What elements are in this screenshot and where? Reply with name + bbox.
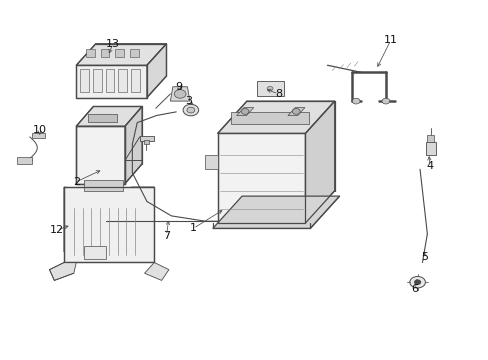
Circle shape bbox=[186, 107, 194, 113]
Polygon shape bbox=[212, 196, 339, 228]
Circle shape bbox=[381, 98, 389, 104]
Polygon shape bbox=[125, 107, 142, 184]
Text: 12: 12 bbox=[50, 225, 64, 235]
Bar bbox=[143, 140, 149, 144]
Text: 11: 11 bbox=[383, 35, 397, 45]
Circle shape bbox=[292, 109, 300, 114]
Text: 3: 3 bbox=[184, 96, 191, 106]
Polygon shape bbox=[236, 108, 253, 116]
Polygon shape bbox=[76, 107, 142, 126]
Bar bbox=[88, 114, 117, 122]
Bar bbox=[93, 69, 102, 92]
Text: 6: 6 bbox=[411, 284, 418, 294]
Bar bbox=[140, 136, 154, 140]
Bar bbox=[80, 69, 89, 92]
Polygon shape bbox=[64, 187, 154, 252]
Bar bbox=[17, 157, 32, 164]
Text: 2: 2 bbox=[73, 177, 80, 187]
Bar bbox=[256, 81, 283, 96]
Bar bbox=[205, 155, 217, 169]
Bar bbox=[64, 187, 154, 262]
Text: 7: 7 bbox=[163, 231, 170, 240]
Polygon shape bbox=[217, 101, 334, 134]
Circle shape bbox=[241, 109, 248, 114]
Bar bbox=[83, 180, 122, 191]
Polygon shape bbox=[147, 44, 166, 98]
Bar bbox=[105, 69, 114, 92]
Polygon shape bbox=[305, 101, 334, 223]
Polygon shape bbox=[217, 134, 305, 223]
Bar bbox=[118, 69, 127, 92]
Polygon shape bbox=[144, 262, 168, 280]
Circle shape bbox=[174, 90, 185, 98]
Text: 4: 4 bbox=[426, 161, 432, 171]
Bar bbox=[101, 49, 109, 57]
Text: 10: 10 bbox=[33, 125, 47, 135]
Text: 13: 13 bbox=[105, 39, 120, 49]
Polygon shape bbox=[76, 126, 125, 184]
Polygon shape bbox=[49, 262, 76, 280]
Circle shape bbox=[351, 98, 359, 104]
Text: 1: 1 bbox=[189, 224, 196, 233]
Polygon shape bbox=[170, 87, 189, 101]
Circle shape bbox=[414, 280, 420, 284]
Bar bbox=[86, 49, 95, 57]
Circle shape bbox=[183, 104, 198, 116]
Bar bbox=[131, 69, 140, 92]
Bar bbox=[130, 49, 139, 57]
Bar bbox=[425, 142, 435, 155]
Polygon shape bbox=[76, 65, 147, 98]
Bar bbox=[83, 246, 105, 259]
Text: 5: 5 bbox=[421, 252, 427, 262]
Polygon shape bbox=[76, 44, 166, 65]
Bar bbox=[115, 49, 124, 57]
Bar bbox=[231, 112, 309, 124]
Bar bbox=[32, 133, 44, 138]
Bar bbox=[427, 135, 433, 142]
Text: 8: 8 bbox=[275, 89, 282, 99]
Polygon shape bbox=[287, 108, 305, 116]
Text: 9: 9 bbox=[175, 82, 182, 92]
Circle shape bbox=[266, 86, 272, 91]
Circle shape bbox=[409, 276, 425, 288]
